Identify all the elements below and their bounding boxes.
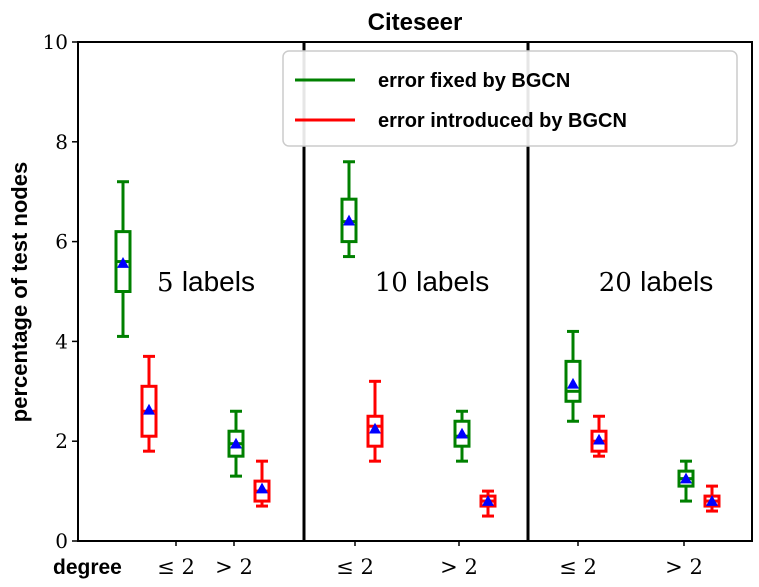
mean-marker bbox=[680, 472, 692, 484]
mean-marker bbox=[567, 377, 579, 389]
group-label-number: 20 bbox=[599, 268, 640, 298]
x-tick-label: ≤ 2 bbox=[559, 555, 597, 579]
group-label-word: labels bbox=[416, 266, 489, 297]
box-fixed bbox=[340, 160, 358, 259]
box-introduced bbox=[140, 354, 158, 453]
y-tick-label: 10 bbox=[43, 30, 68, 54]
chart-title: Citeseer bbox=[368, 9, 463, 36]
mean-marker bbox=[143, 403, 155, 415]
legend-label: error fixed by BGCN bbox=[378, 70, 570, 92]
box-fixed bbox=[453, 409, 471, 463]
box-introduced bbox=[703, 484, 721, 513]
y-tick-label: 2 bbox=[55, 429, 68, 453]
mean-marker bbox=[593, 433, 605, 445]
x-tick-label: > 2 bbox=[440, 555, 478, 579]
x-tick-label: ≤ 2 bbox=[157, 555, 195, 579]
y-tick-label: 6 bbox=[55, 230, 68, 254]
plot-area: 0 2 4 6 8 10 ≤ 2 > 2 5 labels ≤ 2 > 2 10 labels ≤ 2 >… bbox=[43, 30, 753, 579]
box-fixed bbox=[227, 409, 245, 478]
group-label-word: labels bbox=[182, 266, 255, 297]
mean-marker bbox=[369, 422, 381, 434]
mean-marker bbox=[256, 482, 268, 494]
mean-marker bbox=[456, 427, 468, 439]
x-tick-label: ≤ 2 bbox=[336, 555, 374, 579]
x-tick-label: > 2 bbox=[665, 555, 703, 579]
group-label: 20 labels bbox=[599, 266, 714, 298]
iqr-box bbox=[366, 414, 384, 448]
box-fixed bbox=[114, 180, 132, 338]
box-introduced bbox=[253, 459, 271, 508]
group-label-number: 10 bbox=[375, 268, 416, 298]
y-tick-label: 4 bbox=[55, 329, 68, 353]
mean-marker bbox=[706, 495, 718, 506]
box-introduced bbox=[590, 414, 608, 458]
mean-marker bbox=[482, 495, 494, 506]
x-tick-label: > 2 bbox=[215, 555, 253, 579]
mean-marker bbox=[230, 437, 242, 449]
group-label: 10 labels bbox=[375, 266, 490, 298]
iqr-box bbox=[453, 419, 471, 448]
plot-frame bbox=[77, 41, 753, 542]
group-label-number: 5 bbox=[157, 268, 182, 298]
box-introduced bbox=[366, 379, 384, 463]
box-fixed bbox=[677, 459, 695, 503]
box-introduced bbox=[479, 489, 497, 518]
group-label-word: labels bbox=[640, 266, 713, 297]
legend: error fixed by BGCN error introduced by B… bbox=[282, 50, 738, 147]
y-tick-label: 0 bbox=[55, 529, 68, 553]
mean-marker bbox=[343, 214, 355, 226]
legend-box bbox=[282, 50, 738, 147]
y-axis-label: percentage of test nodes bbox=[7, 162, 32, 422]
group-label: 5 labels bbox=[157, 266, 255, 298]
y-tick-label: 8 bbox=[55, 130, 68, 154]
iqr-box bbox=[564, 359, 582, 403]
box-fixed bbox=[564, 329, 582, 423]
mean-marker bbox=[117, 257, 129, 268]
x-axis-prefix-label: degree bbox=[53, 556, 122, 579]
legend-label: error introduced by BGCN bbox=[378, 110, 627, 132]
